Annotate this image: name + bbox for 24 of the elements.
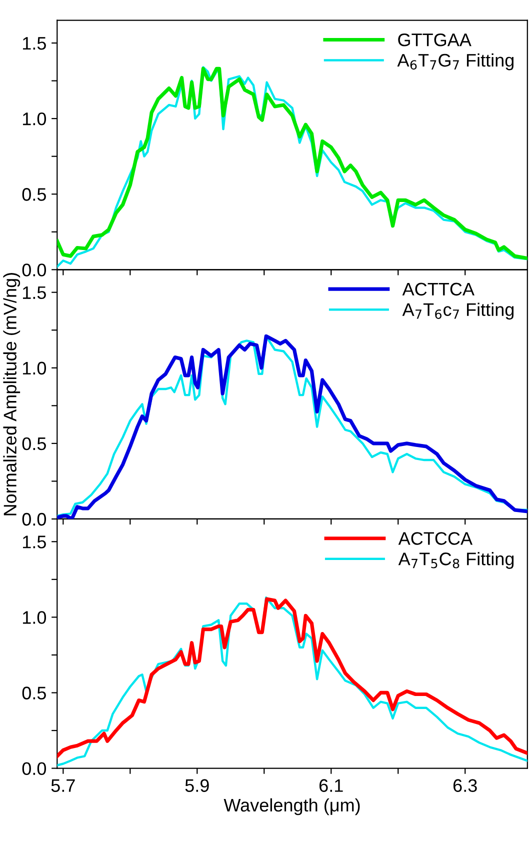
y-tick-label: 0.0 — [22, 512, 46, 526]
y-tick-label: 1.0 — [22, 611, 46, 624]
y-tick-label: 0.5 — [22, 188, 46, 201]
y-tick-label: 1.0 — [22, 112, 46, 126]
legend-label: A$_{6}$T$_{7}$G$_{7}$ Fitting — [397, 53, 514, 70]
x-tick-label: 6.3 — [453, 779, 477, 792]
y-tick-label: 1.5 — [22, 536, 46, 548]
legend-label: ACTTCA — [402, 282, 474, 296]
y-axis-title: Normalized Amplitude (mV/ng) — [3, 273, 20, 516]
y-tick-label: 0.5 — [22, 437, 46, 450]
y-tick-label: 1.0 — [22, 362, 46, 375]
y-tick-label: 0.0 — [22, 762, 46, 776]
y-tick-label: 1.5 — [22, 37, 46, 50]
x-axis-title: Wavelength (μm) — [224, 798, 360, 816]
y-tick-label: 0.0 — [22, 264, 46, 276]
y-tick-label: 1.5 — [22, 286, 46, 300]
legend-label: GTTGAA — [398, 33, 472, 46]
y-tick-label: 0.5 — [22, 686, 46, 700]
x-tick-label: 6.1 — [319, 779, 343, 792]
x-tick-label: 5.9 — [185, 779, 209, 792]
x-tick-label: 5.7 — [51, 779, 75, 792]
legend-label: ACTCCA — [398, 532, 473, 545]
legend-label: A$_{7}$T$_{6}$c$_{7}$ Fitting — [402, 302, 514, 320]
legend-label: A$_{7}$T$_{5}$C$_{8}$ Fitting — [398, 552, 514, 569]
